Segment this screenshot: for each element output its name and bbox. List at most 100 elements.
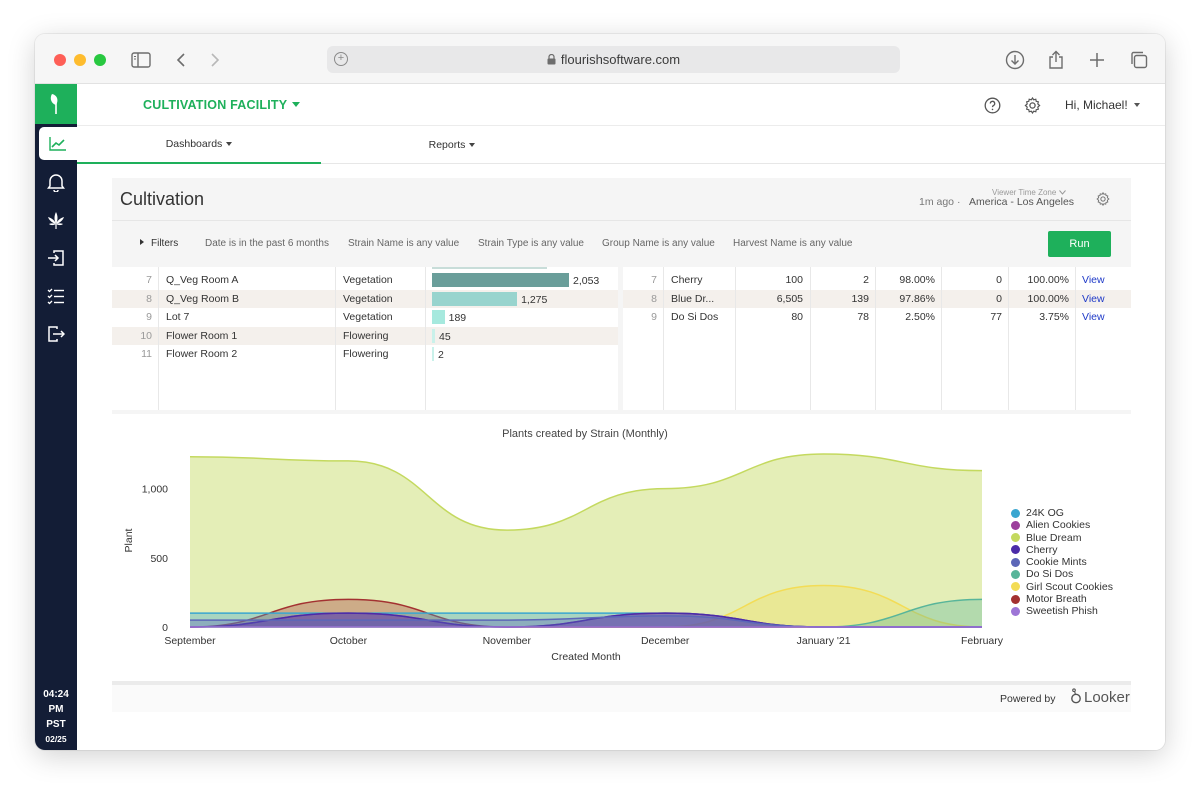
legend-label: Blue Dream	[1026, 531, 1082, 544]
filters-toggle[interactable]: Filters	[140, 238, 178, 249]
tab-reports[interactable]: Reports	[397, 126, 507, 164]
room-name[interactable]: Lot 7	[166, 311, 190, 323]
column-divider	[663, 267, 664, 410]
bar-value-label: 1,275	[521, 293, 548, 306]
legend-swatch	[1011, 569, 1020, 579]
bar-value-label: 2	[438, 349, 444, 361]
legend-item[interactable]: 24K OG	[1011, 507, 1113, 519]
count-a: 6,505	[776, 292, 803, 305]
address-bar[interactable]: + flourishsoftware.com	[327, 46, 900, 73]
dashboard-header: Cultivation Viewer Time Zone 1m ago · Am…	[112, 178, 1131, 220]
series-line-blue-dream[interactable]	[189, 453, 983, 531]
clock-date: 02/25	[45, 734, 67, 744]
zoom-window-button[interactable]	[94, 54, 106, 66]
leaf-logo-icon[interactable]	[35, 84, 77, 124]
separator-dot: ·	[956, 196, 961, 208]
legend-label: 24K OG	[1026, 507, 1064, 519]
timezone-value[interactable]: America - Los Angeles	[969, 196, 1075, 208]
x-tick-label: December	[641, 635, 690, 647]
dashboard-footer: Powered by Looker	[112, 681, 1131, 712]
download-icon[interactable]	[1003, 48, 1027, 72]
browser-toolbar: + flourishsoftware.com	[35, 34, 1165, 84]
y-axis-label: Plant	[123, 528, 135, 552]
chart-legend: 24K OG Alien Cookies Blue Dream Cherry Cooki…	[1011, 507, 1113, 618]
room-name[interactable]: Flower Room 2	[166, 348, 238, 360]
share-icon[interactable]	[1044, 48, 1068, 72]
filter-harvest-name[interactable]: Harvest Name is any value	[733, 238, 853, 249]
series-area-do-si-dos[interactable]	[190, 599, 982, 627]
legend-item[interactable]: Blue Dream	[1011, 532, 1113, 544]
add-tab-icon[interactable]: +	[334, 52, 348, 66]
legend-item[interactable]: Do Si Dos	[1011, 568, 1113, 580]
room-name[interactable]: Q_Veg Room A	[166, 274, 239, 286]
legend-label: Alien Cookies	[1026, 519, 1091, 532]
legend-item[interactable]: Cherry	[1011, 544, 1113, 556]
legend-item[interactable]: Cookie Mints	[1011, 556, 1113, 568]
filter-date[interactable]: Date is in the past 6 months	[205, 238, 329, 249]
percent-1: 97.86%	[899, 292, 935, 305]
minimize-window-button[interactable]	[74, 54, 86, 66]
tab-reports-label: Reports	[428, 139, 466, 151]
tab-dashboards[interactable]: Dashboards	[77, 126, 321, 164]
help-icon[interactable]	[984, 97, 1001, 114]
caret-down-icon	[469, 143, 476, 147]
run-button[interactable]: Run	[1048, 231, 1111, 257]
count-c: 0	[996, 274, 1002, 286]
legend-swatch	[1011, 594, 1020, 604]
url-text[interactable]: flourishsoftware.com	[327, 52, 900, 67]
legend-item[interactable]: Alien Cookies	[1011, 519, 1113, 531]
plants-chart-tile: Plants created by Strain (Monthly) 0 500 1…	[112, 414, 1131, 681]
sidebar-toggle-icon[interactable]	[129, 48, 153, 72]
series-area-cookie-mints[interactable]	[190, 615, 982, 627]
cannabis-leaf-icon[interactable]	[46, 210, 66, 230]
looker-logo-text: Looker	[1084, 689, 1130, 706]
legend-swatch	[1011, 508, 1020, 518]
facility-dropdown[interactable]: CULTIVATION FACILITY	[143, 98, 301, 112]
forward-icon[interactable]	[203, 48, 227, 72]
new-tab-icon[interactable]	[1085, 48, 1109, 72]
percent-1: 98.00%	[899, 274, 935, 286]
table-row: 9 Do Si Dos 80 78 2.50% 77 3.75% View	[623, 308, 1131, 326]
view-link[interactable]: View	[1082, 292, 1105, 305]
filter-group-name[interactable]: Group Name is any value	[602, 238, 715, 249]
table-row: 10 Flower Room 1 Flowering 45	[112, 326, 618, 345]
legend-label: Motor Breath	[1026, 593, 1087, 606]
count-b: 2	[863, 274, 869, 286]
series-area-blue-dream[interactable]	[190, 454, 982, 627]
looker-logo[interactable]: Looker	[1070, 688, 1130, 706]
stage-name: Flowering	[343, 348, 389, 360]
sidebar-item-dashboard[interactable]	[39, 127, 77, 160]
back-icon[interactable]	[169, 48, 193, 72]
room-name[interactable]: Flower Room 1	[166, 329, 238, 342]
count-c: 0	[996, 292, 1002, 305]
bell-icon[interactable]	[46, 172, 66, 192]
stage-name: Vegetation	[343, 274, 393, 286]
room-name[interactable]: Q_Veg Room B	[166, 292, 239, 305]
filter-strain-name[interactable]: Strain Name is any value	[348, 238, 460, 249]
strain-name: Blue Dr...	[671, 292, 715, 305]
view-link[interactable]: View	[1082, 274, 1105, 286]
strain-name: Do Si Dos	[671, 311, 719, 323]
series-area-girl-scout-cookies[interactable]	[190, 585, 982, 627]
logout-icon[interactable]	[46, 324, 66, 344]
user-menu[interactable]: Hi, Michael!	[1065, 98, 1140, 112]
x-tick-label: February	[961, 635, 1004, 647]
y-tick-label: 1,000	[142, 484, 168, 496]
close-window-button[interactable]	[54, 54, 66, 66]
legend-item[interactable]: Sweetish Phish	[1011, 605, 1113, 617]
view-link[interactable]: View	[1082, 311, 1105, 323]
legend-item[interactable]: Girl Scout Cookies	[1011, 581, 1113, 593]
legend-item[interactable]: Motor Breath	[1011, 593, 1113, 605]
percent-2: 3.75%	[1039, 311, 1069, 323]
powered-by-text: Powered by	[1000, 693, 1056, 705]
filter-strain-type[interactable]: Strain Type is any value	[478, 238, 584, 249]
column-divider	[425, 267, 426, 410]
gear-icon[interactable]	[1024, 96, 1041, 115]
dashboard-gear-icon[interactable]	[1096, 191, 1110, 207]
login-icon[interactable]	[46, 248, 66, 268]
timezone-label[interactable]: Viewer Time Zone	[992, 188, 1066, 197]
checklist-icon[interactable]	[46, 286, 66, 306]
bar-value-label: 45	[439, 330, 451, 343]
tab-overview-icon[interactable]	[1127, 48, 1151, 72]
column-divider	[1075, 267, 1076, 410]
